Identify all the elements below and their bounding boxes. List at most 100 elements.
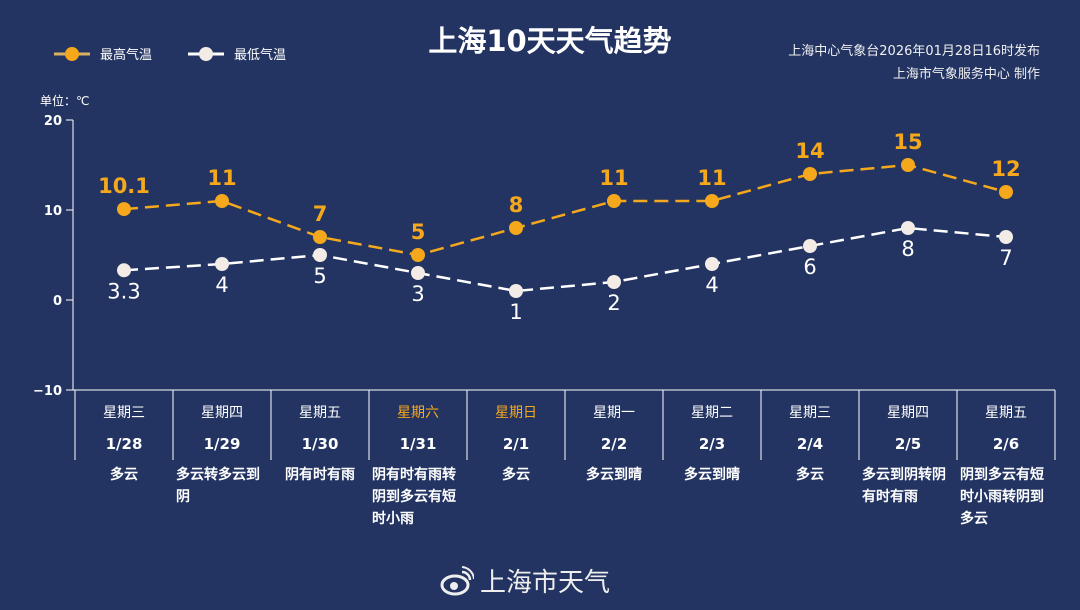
low-temp-label: 1 [509, 300, 522, 324]
date-label: 2/1 [502, 435, 530, 453]
low-temp-label: 7 [999, 246, 1012, 270]
low-temp-point [999, 230, 1013, 244]
weekday-label: 星期五 [985, 405, 1027, 421]
weather-description: 多云到阴转阴有时有雨 [862, 467, 946, 505]
high-temp-label: 5 [411, 220, 426, 244]
high-temp-point [117, 202, 131, 217]
low-temp-label: 6 [803, 255, 816, 279]
legend-low-marker [188, 46, 225, 61]
date-label: 1/29 [203, 435, 241, 453]
weekday-label: 星期四 [887, 405, 929, 421]
page-title: 上海10天天气趋势 [428, 24, 672, 58]
day-column: 星期二 2/3 多云到晴 [663, 398, 761, 486]
day-column: 星期日 2/1 多云 [467, 398, 565, 486]
legend-high-marker [54, 46, 90, 61]
date-label: 1/30 [301, 435, 339, 453]
day-column: 星期三 1/28 多云 [75, 398, 173, 486]
weekday-label: 星期三 [789, 405, 831, 421]
high-temp-label: 11 [697, 166, 726, 190]
date-label: 2/3 [698, 435, 726, 453]
high-temp-point [803, 167, 817, 181]
high-temp-point [215, 194, 229, 208]
low-temp-point [215, 257, 229, 271]
weibo-icon [440, 565, 474, 595]
low-temp-label: 4 [215, 273, 228, 297]
high-temp-label: 15 [893, 130, 922, 154]
y-tick-label: 0 [53, 294, 62, 309]
low-temp-point [803, 239, 817, 253]
low-temp-point [901, 221, 915, 235]
producer: 上海市气象服务中心 制作 [892, 67, 1040, 82]
publisher-info: 上海中心气象台2026年01月28日16时发布 上海市气象服务中心 制作 [788, 40, 1040, 86]
legend-low-label: 最低气温 [234, 48, 287, 63]
weekday-label: 星期五 [299, 405, 341, 421]
weather-description: 多云转多云到阴 [176, 467, 260, 505]
low-temp-point [509, 284, 523, 298]
low-temp-label: 8 [901, 237, 914, 261]
day-column: 星期四 2/5 多云到阴转阴有时有雨 [859, 398, 957, 508]
weekday-label: 星期一 [593, 405, 635, 421]
day-column: 星期五 1/30 阴有时有雨 [271, 398, 369, 486]
legend-high-label: 最高气温 [100, 48, 153, 63]
footer-brand: 上海市天气 [440, 562, 610, 599]
weekday-label: 星期三 [103, 405, 145, 421]
high-temp-line [123, 163, 1007, 257]
y-tick-label: −10 [33, 384, 62, 399]
publish-time: 上海中心气象台2026年01月28日16时发布 [788, 44, 1040, 59]
high-temp-point [313, 230, 327, 244]
y-tick-label: 10 [44, 204, 62, 219]
low-temp-point [313, 248, 327, 262]
weekday-label: 星期日 [495, 405, 537, 421]
date-label: 1/28 [105, 435, 143, 453]
date-label: 2/2 [600, 435, 628, 453]
low-temp-point [117, 263, 131, 278]
legend: 最高气温 最低气温 [52, 44, 286, 63]
high-temp-label: 7 [313, 202, 328, 226]
weekday-label: 星期六 [397, 405, 439, 421]
weather-description: 多云 [796, 467, 824, 483]
weather-description: 多云到晴 [684, 467, 740, 483]
low-temp-point [705, 257, 719, 271]
high-temp-label: 14 [795, 139, 824, 163]
low-temp-label: 3 [411, 282, 424, 306]
high-temp-label: 11 [207, 166, 236, 190]
low-temp-label: 4 [705, 273, 718, 297]
weekday-label: 星期二 [691, 405, 733, 421]
high-temp-label: 8 [509, 193, 524, 217]
unit-label: 单位：℃ [40, 94, 90, 108]
high-temp-point [411, 248, 425, 262]
day-column: 星期五 2/6 阴到多云有短时小雨转阴到多云 [957, 398, 1055, 530]
high-temp-label: 10.1 [98, 174, 150, 198]
low-temp-point [411, 266, 425, 280]
high-temp-point [607, 194, 621, 208]
date-label: 1/31 [399, 435, 437, 453]
day-column: 星期六 1/31 阴有时有雨转阴到多云有短时小雨 [369, 398, 467, 530]
high-temp-label: 11 [599, 166, 628, 190]
low-temp-line [123, 226, 1007, 293]
high-temp-label: 12 [991, 157, 1020, 181]
low-temp-label: 3.3 [107, 279, 140, 303]
weather-description: 多云 [502, 467, 530, 483]
day-column: 星期三 2/4 多云 [761, 398, 859, 486]
date-label: 2/4 [796, 435, 824, 453]
low-temp-label: 2 [607, 291, 620, 315]
y-tick-label: 20 [44, 114, 62, 129]
high-temp-point [509, 221, 523, 235]
weather-description: 多云 [110, 467, 138, 483]
weather-description: 多云到晴 [586, 467, 642, 483]
weekday-label: 星期四 [201, 405, 243, 421]
day-column: 星期一 2/2 多云到晴 [565, 398, 663, 486]
high-temp-point [901, 158, 915, 172]
weather-description: 阴有时有雨转阴到多云有短时小雨 [372, 467, 456, 527]
high-temp-point [705, 194, 719, 208]
weather-description: 阴有时有雨 [285, 467, 355, 483]
date-label: 2/5 [894, 435, 922, 453]
footer-text: 上海市天气 [480, 568, 611, 598]
date-label: 2/6 [992, 435, 1020, 453]
weather-description: 阴到多云有短时小雨转阴到多云 [960, 467, 1044, 527]
high-temp-point [999, 185, 1013, 199]
day-column: 星期四 1/29 多云转多云到阴 [173, 398, 271, 508]
low-temp-point [607, 275, 621, 289]
low-temp-label: 5 [313, 264, 326, 288]
